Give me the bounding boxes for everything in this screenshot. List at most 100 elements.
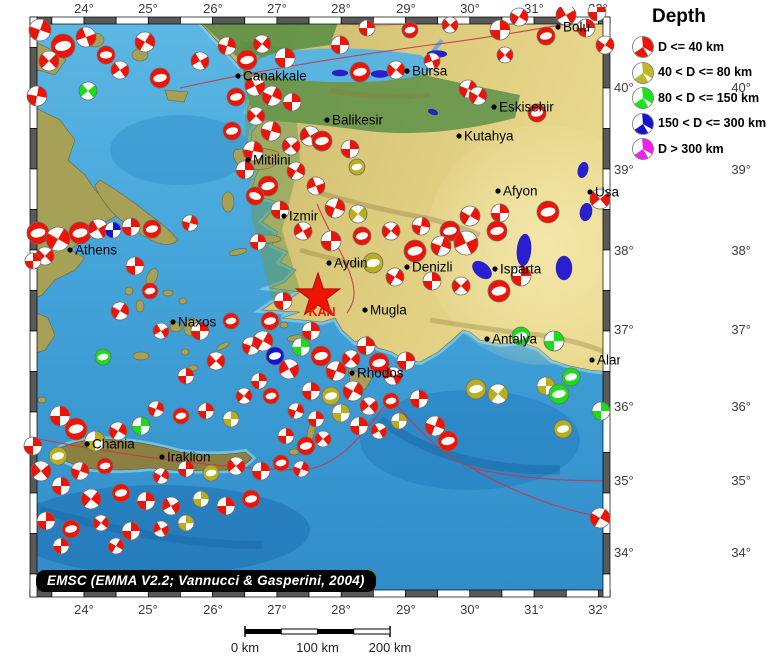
beachball bbox=[141, 282, 159, 300]
city-marker: Aydin bbox=[326, 256, 368, 271]
map-canvas: KAN Bolu Canakkale Bursa Balikesir Eskisehir… bbox=[23, 7, 620, 598]
beachball bbox=[486, 220, 508, 242]
beachball bbox=[342, 380, 364, 402]
beachball bbox=[36, 511, 56, 531]
legend-beachball-icon bbox=[632, 61, 654, 84]
axis-tick-label: 28° bbox=[331, 1, 351, 16]
beachball bbox=[307, 410, 325, 428]
beachball bbox=[362, 252, 384, 274]
beachball bbox=[510, 265, 532, 287]
beachball bbox=[152, 322, 170, 340]
city-marker: Bursa bbox=[404, 64, 448, 79]
beachball bbox=[222, 410, 240, 428]
beachball bbox=[226, 87, 246, 107]
city-marker: Canakkale bbox=[235, 69, 307, 84]
beachball bbox=[94, 348, 112, 366]
beachball bbox=[459, 205, 481, 227]
beachball bbox=[423, 52, 441, 70]
beachball bbox=[293, 221, 313, 241]
beachball bbox=[383, 366, 403, 386]
city-label: Athens bbox=[75, 243, 117, 258]
axis-tick-label: 37° bbox=[614, 322, 634, 337]
beachball bbox=[396, 351, 416, 371]
beachball bbox=[340, 139, 360, 159]
beachball bbox=[92, 514, 110, 532]
beachball bbox=[401, 21, 419, 39]
beachball bbox=[61, 519, 81, 539]
beachball bbox=[341, 349, 361, 369]
beachball bbox=[439, 220, 461, 242]
axis-tick-label: 27° bbox=[267, 1, 287, 16]
beachball bbox=[536, 200, 560, 224]
beachball bbox=[536, 376, 556, 396]
beachball bbox=[87, 218, 109, 240]
beachball bbox=[348, 204, 368, 224]
axis-tick-label: 26° bbox=[203, 602, 223, 617]
beachball bbox=[131, 416, 151, 436]
beachball bbox=[589, 507, 611, 529]
beachball bbox=[465, 378, 487, 400]
beachball bbox=[181, 214, 199, 232]
beachball bbox=[38, 50, 60, 72]
beachball bbox=[161, 496, 181, 516]
beachball bbox=[136, 491, 156, 511]
beachball bbox=[257, 175, 279, 197]
beachball bbox=[121, 217, 141, 237]
beachball bbox=[331, 403, 351, 423]
beachball bbox=[134, 31, 156, 53]
beachball bbox=[281, 136, 301, 156]
beachball bbox=[591, 401, 611, 421]
beachball bbox=[349, 61, 371, 83]
city-marker: Iraklion bbox=[159, 450, 211, 465]
beachball bbox=[250, 372, 268, 390]
legend-beachball-icon bbox=[632, 112, 654, 135]
city-label: Bolu bbox=[563, 20, 590, 35]
city-marker: Isparta bbox=[492, 262, 542, 277]
beachball bbox=[272, 454, 290, 472]
beachball bbox=[190, 51, 210, 71]
legend-label: 80 < D <= 150 km bbox=[658, 90, 760, 105]
beachball bbox=[430, 235, 452, 257]
beachball bbox=[70, 461, 90, 481]
beachball bbox=[26, 85, 48, 107]
beachball bbox=[260, 311, 280, 331]
axis-tick-label: 37° bbox=[731, 322, 751, 337]
beachball bbox=[222, 121, 242, 141]
legend-label: 40 < D <= 80 km bbox=[658, 65, 753, 80]
city-label: Kutahya bbox=[464, 129, 514, 144]
beachball bbox=[274, 47, 296, 69]
beachball bbox=[487, 383, 509, 405]
epicenter-star: KAN bbox=[294, 271, 342, 319]
city-marker: Usak bbox=[587, 185, 620, 200]
legend-item: D > 300 km bbox=[628, 136, 778, 162]
beachball bbox=[489, 19, 511, 41]
beachball bbox=[84, 430, 106, 452]
legend-label: D > 300 km bbox=[658, 141, 724, 156]
beachball bbox=[235, 387, 253, 405]
beachball bbox=[235, 160, 255, 180]
beachball bbox=[437, 430, 459, 452]
city-label: Canakkale bbox=[243, 69, 307, 84]
beachball bbox=[177, 460, 195, 478]
legend-label: 150 < D <= 300 km bbox=[658, 116, 767, 131]
city-label: Antalya bbox=[492, 332, 538, 347]
beachball bbox=[51, 476, 71, 496]
legend-title: Depth bbox=[652, 6, 706, 27]
beachball bbox=[291, 337, 311, 357]
city-marker: Izmir bbox=[281, 209, 319, 224]
beachball bbox=[177, 367, 195, 385]
city-label: Mugla bbox=[370, 303, 407, 318]
beachball bbox=[142, 219, 162, 239]
city-marker: Bolu bbox=[555, 20, 590, 35]
city-marker: Afyon bbox=[495, 184, 538, 199]
city-label: Mitilini bbox=[253, 153, 291, 168]
beachball bbox=[286, 161, 306, 181]
beachball bbox=[226, 456, 246, 476]
beachball bbox=[192, 490, 210, 508]
axis-tick-label: 31° bbox=[524, 1, 544, 16]
axis-tick-label: 36° bbox=[731, 399, 751, 414]
beachball bbox=[48, 446, 68, 466]
beachball bbox=[403, 239, 427, 263]
axis-tick-label: 35° bbox=[731, 473, 751, 488]
beachball bbox=[245, 186, 265, 206]
